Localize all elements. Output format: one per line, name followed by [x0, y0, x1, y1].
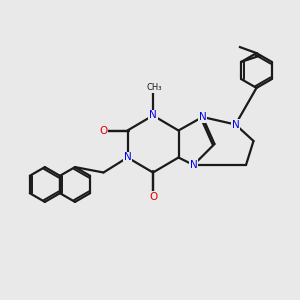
Text: N: N [149, 110, 157, 121]
Text: N: N [124, 152, 131, 163]
Text: N: N [232, 119, 239, 130]
Text: N: N [190, 160, 197, 170]
Text: O: O [149, 191, 157, 202]
Text: O: O [99, 125, 108, 136]
Text: N: N [199, 112, 206, 122]
Text: CH₃: CH₃ [147, 83, 162, 92]
